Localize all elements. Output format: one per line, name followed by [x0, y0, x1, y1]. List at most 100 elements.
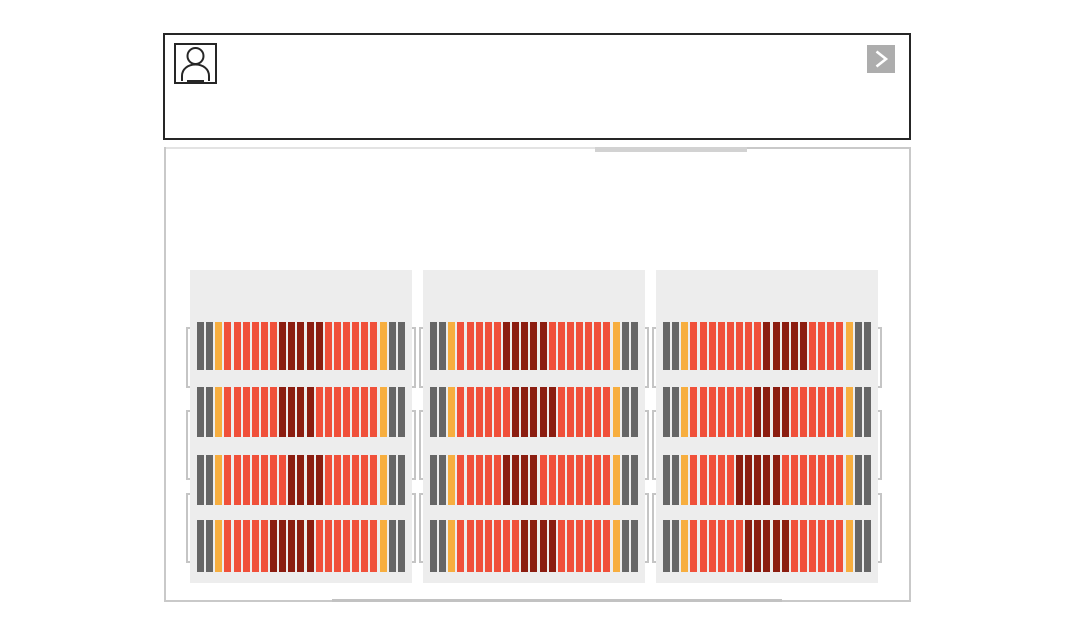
- darkred-book[interactable]: [315, 455, 323, 505]
- gray-book[interactable]: [206, 520, 214, 572]
- red-book[interactable]: [594, 455, 602, 505]
- darkred-book[interactable]: [288, 322, 296, 370]
- red-book[interactable]: [503, 387, 510, 437]
- red-book[interactable]: [251, 322, 259, 370]
- red-book[interactable]: [370, 520, 378, 572]
- gray-book[interactable]: [439, 520, 447, 572]
- red-book[interactable]: [333, 520, 341, 572]
- red-book[interactable]: [717, 387, 725, 437]
- darkred-book[interactable]: [790, 322, 798, 370]
- darkred-book[interactable]: [521, 387, 529, 437]
- darkred-book[interactable]: [279, 322, 287, 370]
- red-book[interactable]: [818, 387, 826, 437]
- darkred-book[interactable]: [754, 387, 762, 437]
- amber-book[interactable]: [612, 520, 620, 572]
- red-book[interactable]: [708, 520, 716, 572]
- gray-book[interactable]: [388, 322, 396, 370]
- red-book[interactable]: [484, 455, 492, 505]
- red-book[interactable]: [484, 387, 492, 437]
- red-book[interactable]: [361, 387, 369, 437]
- red-book[interactable]: [708, 455, 716, 505]
- red-book[interactable]: [457, 520, 465, 572]
- red-book[interactable]: [576, 387, 583, 437]
- red-book[interactable]: [566, 322, 574, 370]
- red-book[interactable]: [818, 520, 826, 572]
- red-book[interactable]: [585, 455, 593, 505]
- red-book[interactable]: [233, 520, 241, 572]
- darkred-book[interactable]: [288, 387, 296, 437]
- darkred-book[interactable]: [297, 520, 305, 572]
- darkred-book[interactable]: [539, 387, 547, 437]
- darkred-book[interactable]: [503, 322, 510, 370]
- gray-book[interactable]: [430, 455, 437, 505]
- red-book[interactable]: [557, 322, 565, 370]
- amber-book[interactable]: [448, 520, 456, 572]
- red-book[interactable]: [324, 520, 332, 572]
- darkred-book[interactable]: [763, 520, 771, 572]
- gray-book[interactable]: [197, 520, 204, 572]
- red-book[interactable]: [315, 387, 323, 437]
- amber-book[interactable]: [612, 387, 620, 437]
- gray-book[interactable]: [439, 322, 447, 370]
- darkred-book[interactable]: [288, 520, 296, 572]
- red-book[interactable]: [566, 387, 574, 437]
- red-book[interactable]: [251, 520, 259, 572]
- red-book[interactable]: [270, 455, 277, 505]
- darkred-book[interactable]: [512, 455, 520, 505]
- red-book[interactable]: [270, 387, 277, 437]
- red-book[interactable]: [466, 520, 474, 572]
- red-book[interactable]: [224, 455, 232, 505]
- gray-book[interactable]: [197, 322, 204, 370]
- red-book[interactable]: [799, 455, 807, 505]
- red-book[interactable]: [717, 455, 725, 505]
- red-book[interactable]: [475, 322, 483, 370]
- red-book[interactable]: [809, 520, 816, 572]
- amber-book[interactable]: [215, 322, 223, 370]
- red-book[interactable]: [603, 455, 611, 505]
- red-book[interactable]: [818, 455, 826, 505]
- red-book[interactable]: [493, 322, 501, 370]
- red-book[interactable]: [585, 322, 593, 370]
- red-book[interactable]: [790, 520, 798, 572]
- red-book[interactable]: [836, 455, 844, 505]
- darkred-book[interactable]: [548, 520, 556, 572]
- darkred-book[interactable]: [745, 455, 753, 505]
- gray-book[interactable]: [630, 455, 638, 505]
- gray-book[interactable]: [672, 455, 680, 505]
- red-book[interactable]: [493, 387, 501, 437]
- red-book[interactable]: [512, 520, 520, 572]
- gray-book[interactable]: [663, 387, 670, 437]
- darkred-book[interactable]: [772, 520, 780, 572]
- gray-book[interactable]: [206, 455, 214, 505]
- red-book[interactable]: [699, 455, 707, 505]
- amber-book[interactable]: [681, 520, 689, 572]
- darkred-book[interactable]: [270, 520, 277, 572]
- red-book[interactable]: [224, 387, 232, 437]
- darkred-book[interactable]: [315, 322, 323, 370]
- red-book[interactable]: [466, 387, 474, 437]
- amber-book[interactable]: [681, 322, 689, 370]
- darkred-book[interactable]: [772, 455, 780, 505]
- red-book[interactable]: [343, 387, 350, 437]
- gray-book[interactable]: [397, 520, 405, 572]
- red-book[interactable]: [690, 520, 698, 572]
- red-book[interactable]: [708, 322, 716, 370]
- gray-book[interactable]: [439, 455, 447, 505]
- amber-book[interactable]: [215, 455, 223, 505]
- darkred-book[interactable]: [754, 520, 762, 572]
- red-book[interactable]: [603, 387, 611, 437]
- darkred-book[interactable]: [503, 455, 510, 505]
- red-book[interactable]: [343, 455, 350, 505]
- red-book[interactable]: [548, 322, 556, 370]
- darkred-book[interactable]: [512, 322, 520, 370]
- red-book[interactable]: [726, 520, 734, 572]
- darkred-book[interactable]: [306, 387, 314, 437]
- red-book[interactable]: [699, 322, 707, 370]
- darkred-book[interactable]: [530, 322, 538, 370]
- red-book[interactable]: [352, 520, 360, 572]
- red-book[interactable]: [260, 520, 268, 572]
- red-book[interactable]: [827, 455, 835, 505]
- darkred-book[interactable]: [781, 520, 789, 572]
- amber-book[interactable]: [681, 455, 689, 505]
- red-book[interactable]: [457, 322, 465, 370]
